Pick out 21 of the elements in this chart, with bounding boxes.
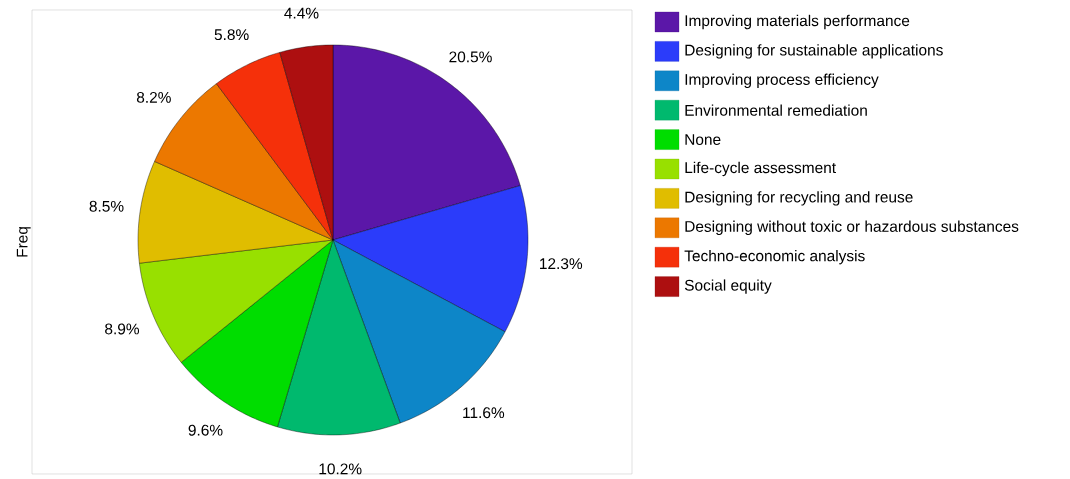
- legend-label: Techno-economic analysis: [684, 249, 865, 265]
- legend-label: Designing without toxic or hazardous substances: [685, 220, 1019, 235]
- data-label: 20.5%: [449, 51, 492, 63]
- data-label: 12.3%: [540, 257, 583, 269]
- legend-label: Social equity: [684, 279, 772, 294]
- data-label: 9.6%: [188, 424, 223, 436]
- data-label: 4.4%: [284, 7, 319, 19]
- data-label: 8.5%: [89, 200, 124, 212]
- data-label: 5.8%: [214, 28, 249, 40]
- legend-label: None: [685, 133, 721, 145]
- legend-label: Improving materials performance: [685, 14, 910, 29]
- legend-label: Improving process efficiency: [685, 73, 879, 88]
- legend-label: Life-cycle assessment: [685, 161, 836, 176]
- legend-label: Designing for recycling and reuse: [685, 190, 913, 206]
- data-label: 11.6%: [463, 407, 505, 418]
- text: Freq: [16, 226, 31, 257]
- legend-label: Environmental remediation: [685, 104, 867, 116]
- data-label: 8.2%: [136, 91, 171, 103]
- data-label: 10.2%: [319, 463, 362, 475]
- legend-label: Designing for sustainable applications: [685, 43, 943, 59]
- data-label: 8.9%: [105, 323, 140, 335]
